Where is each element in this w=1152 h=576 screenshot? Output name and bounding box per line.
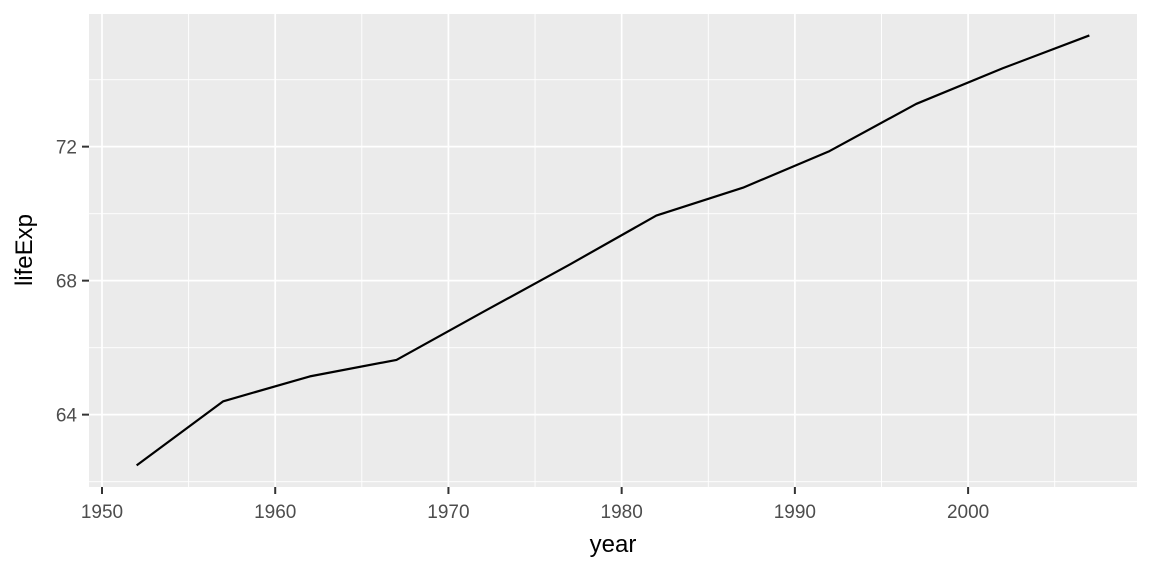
y-tick-label: 68 [56, 272, 77, 293]
y-tick-label: 64 [56, 406, 78, 427]
x-tick-label: 1990 [774, 502, 816, 523]
x-tick-label: 1980 [601, 502, 643, 523]
y-tick-label: 72 [56, 138, 77, 159]
x-tick-label: 2000 [947, 502, 989, 523]
data-line-lifeexp [135, 34, 1090, 467]
plot-panel [89, 14, 1137, 487]
x-tick-label: 1960 [254, 502, 296, 523]
x-tick-label: 1950 [81, 502, 123, 523]
x-tick-label: 1970 [427, 502, 469, 523]
y-axis-title: lifeExp [11, 213, 38, 287]
x-axis-title: year [589, 531, 637, 558]
